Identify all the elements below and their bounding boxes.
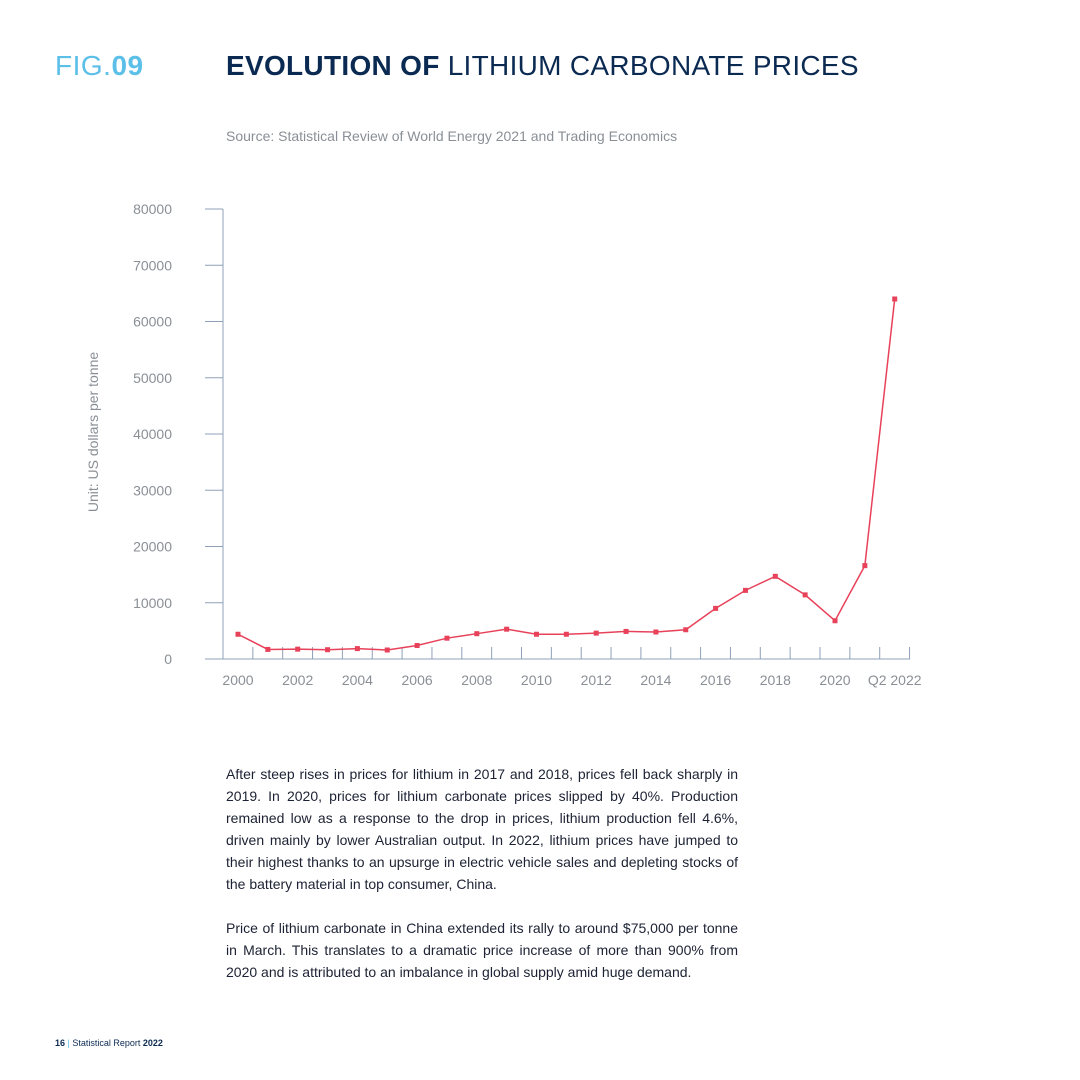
- data-point: [235, 631, 241, 637]
- x-tick-label: Q2 2022: [868, 672, 922, 688]
- x-tick-label: 2006: [402, 672, 433, 688]
- report-name: Statistical Report: [72, 1038, 143, 1048]
- body-paragraph-2: Price of lithium carbonate in China exte…: [226, 920, 738, 980]
- data-point: [802, 592, 808, 598]
- data-point: [265, 646, 271, 652]
- x-tick-label: 2008: [461, 672, 492, 688]
- body-text: After steep rises in prices for lithium …: [226, 763, 738, 1005]
- data-point: [414, 643, 420, 648]
- x-tick-label: 2014: [640, 672, 671, 688]
- chart-title-bold: EVOLUTION OF: [226, 50, 440, 81]
- figure-number: 09: [111, 50, 144, 81]
- x-tick-label: 2012: [581, 672, 612, 688]
- data-point: [354, 646, 360, 652]
- data-point: [862, 563, 868, 569]
- page-number: 16: [55, 1038, 66, 1048]
- body-paragraph-1: After steep rises in prices for lithium …: [226, 766, 738, 892]
- data-point: [504, 626, 510, 632]
- y-tick-label: 20000: [133, 539, 172, 555]
- figure-prefix: FIG.: [55, 50, 112, 81]
- x-tick-label: 2016: [700, 672, 731, 688]
- data-point: [713, 605, 719, 611]
- x-tick-label: 2004: [342, 672, 373, 688]
- y-tick-label: 30000: [133, 482, 172, 498]
- data-point: [742, 587, 748, 593]
- data-point: [683, 627, 689, 633]
- y-tick-label: 40000: [133, 426, 172, 442]
- x-tick-label: 2002: [282, 672, 313, 688]
- data-point: [474, 631, 480, 637]
- data-point: [772, 573, 778, 579]
- data-point: [563, 631, 569, 637]
- data-point: [593, 630, 599, 636]
- data-point: [295, 646, 301, 652]
- page-footer: 16 | Statistical Report 2022: [55, 1038, 163, 1048]
- series-line: [237, 298, 896, 651]
- data-point: [892, 296, 898, 302]
- y-tick-label: 60000: [133, 314, 172, 330]
- data-point: [832, 618, 838, 624]
- data-point: [623, 628, 629, 634]
- data-point: [444, 635, 450, 641]
- y-tick-label: 50000: [133, 370, 172, 386]
- x-tick-label: 2018: [760, 672, 791, 688]
- data-point: [653, 629, 659, 635]
- report-year: 2022: [142, 1038, 163, 1048]
- x-tick-label: 2000: [222, 672, 253, 688]
- figure-label: FIG.09: [55, 50, 144, 82]
- data-point: [534, 631, 539, 637]
- footer-separator: |: [65, 1038, 73, 1048]
- y-tick-label: 0: [164, 651, 172, 667]
- x-tick-label: 2010: [521, 672, 552, 688]
- y-tick-label: 10000: [133, 595, 172, 611]
- chart-source: Source: Statistical Review of World Ener…: [226, 128, 678, 144]
- line-chart: 0 10000 20000 30000 40000 50000 60000 70000 8000…: [133, 201, 922, 688]
- data-point: [325, 647, 331, 653]
- y-tick-label: 70000: [133, 257, 172, 273]
- chart-title-rest: LITHIUM CARBONATE PRICES: [439, 50, 859, 81]
- y-tick-label: 80000: [133, 201, 172, 217]
- data-point: [384, 647, 390, 653]
- x-tick-label: 2020: [819, 672, 850, 688]
- chart-title: EVOLUTION OF LITHIUM CARBONATE PRICES: [226, 50, 859, 82]
